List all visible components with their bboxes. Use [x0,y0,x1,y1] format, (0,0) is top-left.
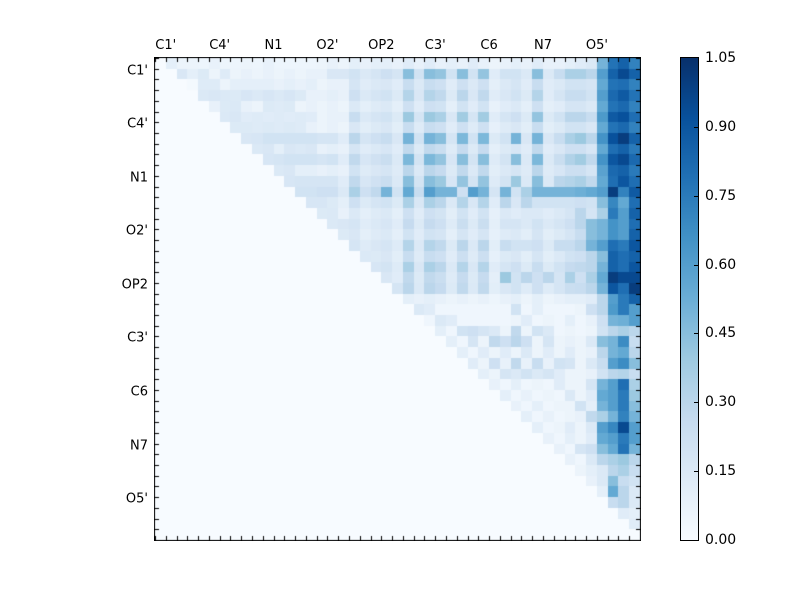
x-axis-label: C1' [155,38,177,53]
colorbar-gradient [681,58,698,540]
x-axis-label: O2' [316,38,339,53]
x-axis-label: N1 [264,38,283,53]
x-axis-label: OP2 [368,38,395,53]
colorbar-tick [694,127,698,128]
x-axis-label: C6 [480,38,498,53]
colorbar-tick [694,265,698,266]
colorbar-tick-label: 1.05 [705,50,737,66]
y-axis-label: C6 [130,384,148,400]
x-axis-label: N7 [534,38,552,53]
colorbar-tick-label: 0.15 [705,463,737,480]
y-axis-label: O5' [125,491,148,507]
colorbar-tick-label: 0.00 [705,532,737,548]
colorbar-tick-label: 0.30 [705,394,737,411]
colorbar [680,57,699,541]
colorbar-tick [694,333,698,334]
y-axis-label: C3' [127,330,148,346]
y-axis-label: OP2 [121,277,148,293]
x-axis-label: C4' [209,38,231,53]
colorbar-tick-label: 0.60 [705,256,737,273]
heatmap-canvas [154,57,641,541]
x-axis-label: O5' [585,38,608,53]
y-axis-label: N1 [130,170,148,186]
colorbar-tick [694,402,698,403]
y-axis-label: N7 [130,438,148,454]
colorbar-tick-label: 0.90 [705,118,737,135]
colorbar-tick [694,471,698,472]
colorbar-tick [694,196,698,197]
x-axis-label: C3' [424,38,446,53]
y-axis-label: O2' [125,223,148,239]
y-axis-label: C1' [127,63,148,79]
colorbar-tick-label: 0.75 [705,187,737,204]
y-axis-label: C4' [127,116,148,132]
colorbar-tick-label: 0.45 [705,325,737,342]
